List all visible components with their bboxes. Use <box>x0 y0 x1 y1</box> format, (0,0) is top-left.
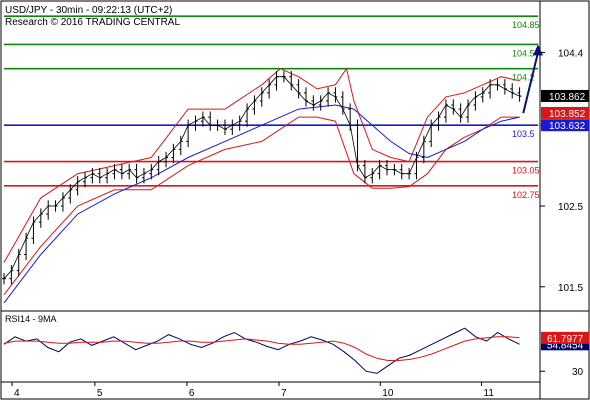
price-axis-label: 104.4 <box>558 49 583 60</box>
value-tag-label: 103.852 <box>549 109 586 120</box>
time-axis-label: 5 <box>97 388 103 399</box>
rsi-value-tag-label: 61.7977 <box>547 334 584 345</box>
level-label-104.5: 104.5 <box>512 48 535 58</box>
price-axis-label: 102.5 <box>558 202 583 213</box>
price-line <box>3 76 520 279</box>
value-tag-label: 103.862 <box>549 92 586 103</box>
time-axis-label: 7 <box>281 388 287 399</box>
rsi-series-rsi14 <box>3 327 520 374</box>
price-axis-label: 101.5 <box>558 283 583 294</box>
value-tag-label: 103.632 <box>549 121 586 132</box>
bollinger-lower-line <box>3 116 520 296</box>
value-tag-box <box>541 106 589 119</box>
chart-title: USD/JPY - 30min - 09:22:13 (UTC+2) <box>5 5 172 16</box>
level-label-103.5: 103.5 <box>512 129 535 139</box>
time-axis-label: 6 <box>189 388 195 399</box>
time-axis-label: 11 <box>484 388 495 399</box>
rsi-axis-label: 30 <box>572 367 584 378</box>
main-price-panel: 104.85 104.5 104.2 103.5 103.05 102.75 <box>2 15 543 304</box>
rsi-series-9ma <box>3 336 520 361</box>
moving-average-line <box>3 104 520 304</box>
time-axis-label: 10 <box>382 388 394 399</box>
forecast-arrow-shaft <box>522 52 539 114</box>
rsi-value-tag-label: 54.8454 <box>547 340 584 351</box>
axes: 104.4 103.5 102.5 101.5 103.862 103.852103.63… <box>11 49 589 399</box>
level-label-103.05: 103.05 <box>512 166 540 176</box>
bollinger-upper-line <box>3 67 520 263</box>
chart-subtitle: Research © 2016 TRADING CENTRAL <box>5 17 180 28</box>
level-label-104.85: 104.85 <box>512 20 540 30</box>
rsi-value-tag-box <box>541 331 589 344</box>
time-axis-label: 4 <box>14 388 20 399</box>
rsi-title: RSI14 - 9MA <box>5 314 57 324</box>
value-tag-box <box>541 119 589 132</box>
level-label-102.75: 102.75 <box>512 190 540 200</box>
level-label-104.2: 104.2 <box>512 73 535 83</box>
value-tag-box <box>541 89 589 102</box>
